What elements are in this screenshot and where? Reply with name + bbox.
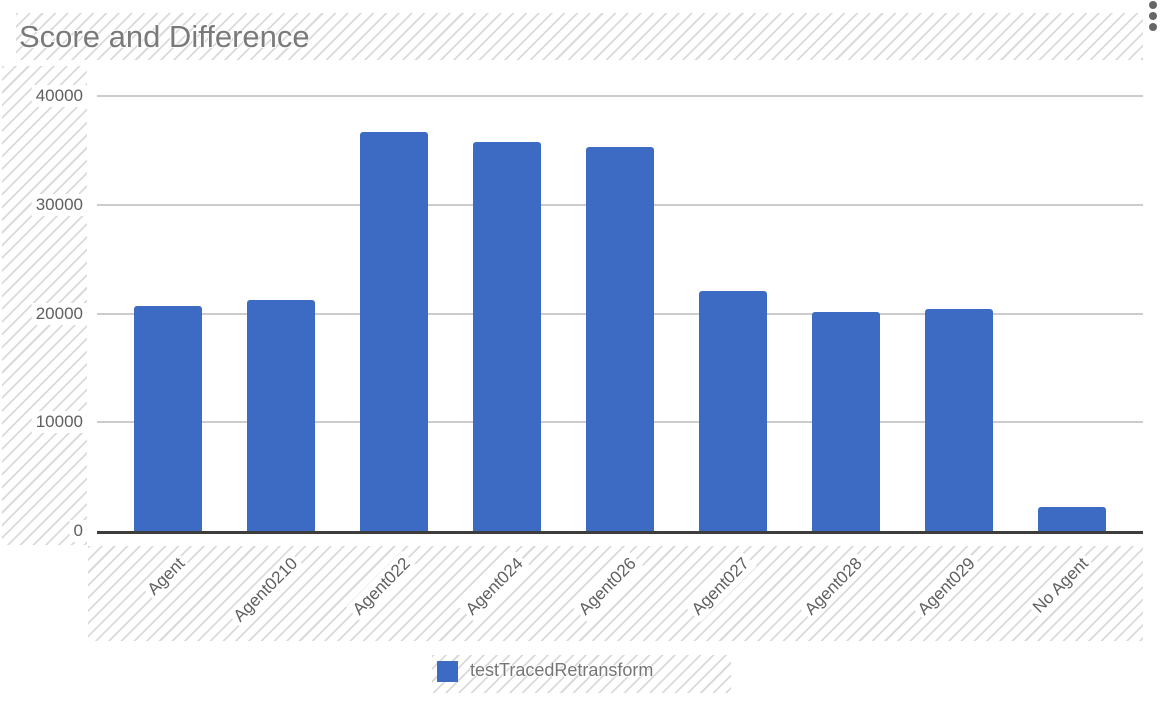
chart-title-band: Score and Difference — [16, 13, 1143, 60]
y-tick-label: 30000 — [31, 193, 87, 216]
legend-swatch — [437, 661, 458, 682]
legend-label: testTracedRetransform — [470, 660, 654, 680]
legend: testTracedRetransform — [432, 655, 731, 693]
gridline-40000 — [97, 95, 1143, 97]
x-axis-line — [97, 531, 1143, 534]
bar-agent027[interactable] — [699, 291, 767, 531]
bar-agent0210[interactable] — [247, 300, 315, 531]
bar-agent028[interactable] — [812, 312, 880, 531]
y-tick-label: 20000 — [31, 302, 87, 325]
y-tick-label: 0 — [69, 520, 87, 542]
chart-title: Score and Difference — [19, 19, 310, 54]
kebab-dot — [1149, 23, 1157, 31]
bar-agent024[interactable] — [473, 142, 541, 531]
kebab-dot — [1149, 12, 1157, 20]
bar-agent026[interactable] — [586, 147, 654, 531]
bar-no-agent[interactable] — [1038, 507, 1106, 531]
y-tick-label: 10000 — [31, 411, 87, 434]
bar-agent[interactable] — [134, 306, 202, 531]
y-tick-label: 40000 — [31, 85, 87, 107]
bar-agent029[interactable] — [925, 309, 993, 531]
kebab-dot — [1149, 1, 1157, 9]
chart-options-kebab-menu-icon[interactable] — [1149, 1, 1159, 34]
bar-agent022[interactable] — [360, 132, 428, 531]
